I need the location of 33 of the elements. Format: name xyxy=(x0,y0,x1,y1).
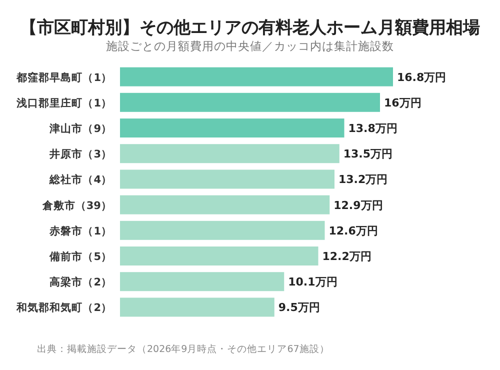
bar xyxy=(120,144,340,164)
bar xyxy=(120,195,330,214)
y-tick-label: 和気郡和気町（2） xyxy=(16,301,112,314)
y-tick-label: 高梁市（2） xyxy=(50,276,112,289)
chart-title: 【市区町村別】その他エリアの有料老人ホーム月額費用相場 xyxy=(20,18,480,38)
data-label: 12.2万円 xyxy=(322,250,372,263)
bar xyxy=(120,272,284,292)
bar xyxy=(120,298,274,317)
y-tick-label: 都窪郡早島町（1） xyxy=(16,70,112,84)
bar xyxy=(120,118,344,138)
data-label: 13.2万円 xyxy=(338,173,388,186)
data-label: 13.8万円 xyxy=(348,122,398,135)
y-tick-label: 浅口郡里庄町（1） xyxy=(16,96,112,110)
bar xyxy=(120,92,380,112)
y-tick-label: 総社市（4） xyxy=(48,173,112,186)
y-tick-label: 備前市（5） xyxy=(48,250,112,263)
data-label: 13.5万円 xyxy=(343,148,393,161)
bar xyxy=(120,220,325,240)
data-label: 12.9万円 xyxy=(334,198,383,212)
data-label: 10.1万円 xyxy=(288,276,338,289)
y-tick-label: 津山市（9） xyxy=(48,122,112,135)
bar xyxy=(120,170,334,189)
y-tick-label: 倉敷市（39） xyxy=(41,198,112,212)
data-label: 9.5万円 xyxy=(278,301,320,314)
chart-subtitle: 施設ごとの月額費用の中央値／カッコ内は集計施設数 xyxy=(106,39,394,53)
data-label: 16万円 xyxy=(384,96,422,110)
source-note: 出典：掲載施設データ（2026年9月時点・その他エリア67施設） xyxy=(37,343,330,355)
data-label: 12.6万円 xyxy=(328,224,378,238)
y-tick-label: 赤磐市（1） xyxy=(48,224,112,238)
bar xyxy=(120,246,318,266)
data-label: 16.8万円 xyxy=(397,70,446,84)
bar xyxy=(120,67,393,86)
y-tick-label: 井原市（3） xyxy=(48,148,112,161)
